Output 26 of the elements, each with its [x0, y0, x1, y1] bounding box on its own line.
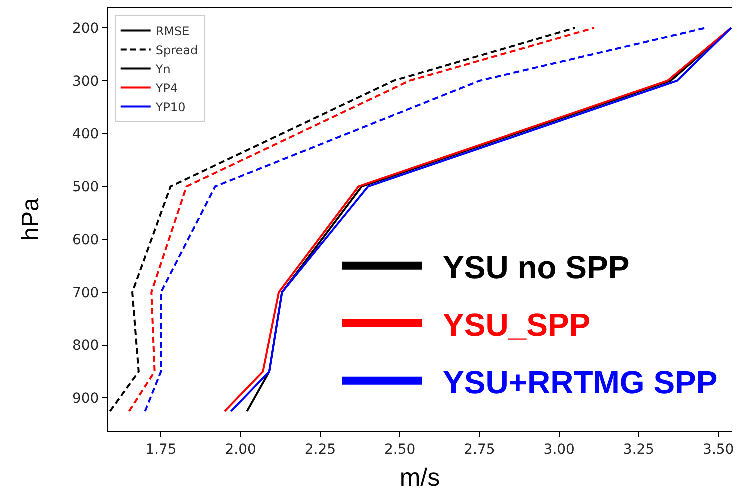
x-tick-label: 3.00 — [544, 442, 575, 458]
y-axis-title: hPa — [18, 197, 45, 241]
legend-label: YSU+RRTMG SPP — [443, 364, 718, 400]
x-tick-label: 2.00 — [225, 442, 256, 458]
x-tick-label: 2.50 — [384, 442, 416, 458]
y-tick-label: 800 — [72, 338, 100, 354]
y-tick-label: 400 — [72, 126, 100, 143]
y-tick-label: 600 — [72, 232, 100, 248]
legend-label: YP10 — [154, 100, 186, 114]
legend-label: Yn — [154, 62, 171, 76]
legend-label: RMSE — [156, 24, 190, 38]
x-tick-label: 3.25 — [623, 442, 655, 458]
x-tick-label: 2.75 — [464, 442, 496, 458]
x-tick-label: 3.50 — [703, 442, 734, 458]
y-tick-label: 700 — [72, 285, 100, 302]
x-tick-label: 2.25 — [304, 442, 336, 458]
legend-label: YSU no SPP — [443, 249, 630, 286]
y-tick-label: 500 — [72, 180, 100, 196]
legend-label: YP4 — [154, 81, 178, 96]
y-tick-label: 200 — [72, 20, 100, 37]
y-tick-label: 900 — [72, 391, 100, 408]
x-tick-label: 1.75 — [146, 442, 177, 458]
x-axis-title: m/s — [400, 464, 440, 492]
y-tick-label: 300 — [72, 74, 100, 90]
legend-label: YSU_SPP — [443, 306, 591, 343]
legend-label: Spread — [156, 43, 198, 58]
